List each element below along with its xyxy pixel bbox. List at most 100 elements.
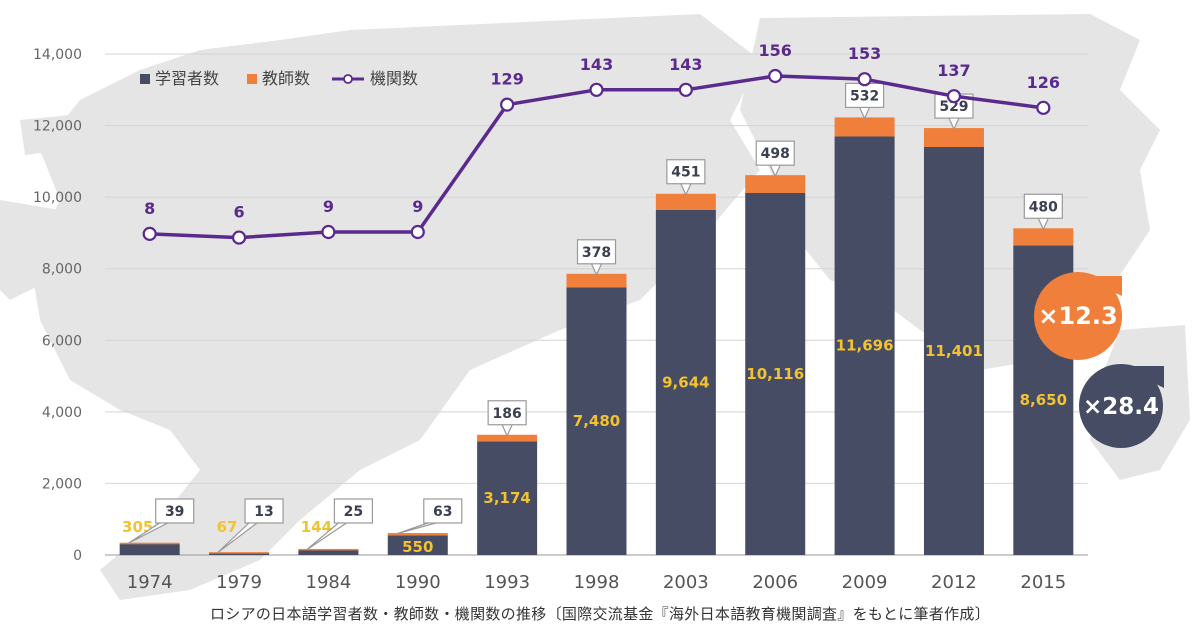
- bar-teachers: [298, 548, 359, 551]
- teachers-callout-tail: [680, 183, 692, 197]
- institutions-label: 9: [323, 197, 334, 216]
- annotation-bubble: [1034, 272, 1122, 360]
- y-tick-label: 0: [73, 548, 82, 564]
- teachers-label: 39: [165, 504, 184, 520]
- legend-label-teachers: 教師数: [262, 69, 310, 88]
- bar-learners: [745, 192, 806, 556]
- y-tick-label: 14,000: [33, 47, 82, 63]
- teachers-callout: [755, 140, 795, 166]
- legend-swatch-learners: [140, 74, 150, 84]
- bar-teachers: [566, 273, 627, 288]
- x-tick-label: 1974: [127, 572, 173, 593]
- teachers-label: 532: [850, 88, 879, 104]
- bar-learners: [655, 209, 716, 555]
- institutions-point: [1036, 100, 1051, 115]
- teachers-callout-tail: [501, 424, 513, 438]
- bar-teachers: [119, 542, 180, 545]
- x-axis: 1974 1979 1984 1990 1993 1998 2003 2006 2009 2012…: [127, 572, 1066, 593]
- bar-teachers: [477, 434, 538, 442]
- y-tick-label: 2,000: [42, 476, 82, 492]
- learners-label: 144: [301, 518, 332, 536]
- learners-label: 7,480: [573, 412, 620, 430]
- institutions-point: [768, 68, 783, 84]
- teachers-callout-tail: [306, 522, 347, 551]
- x-tick-label: 2012: [931, 572, 977, 593]
- learners-label: 67: [217, 518, 238, 536]
- y-tick-label: 12,000: [33, 119, 82, 135]
- annotations: ×12.3 ×28.4: [1034, 272, 1164, 448]
- bar-teachers: [745, 175, 806, 193]
- bar-teachers: [1013, 228, 1074, 246]
- x-tick-label: 1990: [395, 572, 441, 593]
- teachers-callout-tail: [590, 263, 603, 277]
- legend-label-institutions: 機関数: [370, 69, 418, 88]
- teachers-callout: [244, 498, 284, 524]
- bar-learners: [387, 535, 448, 555]
- bar-teachers: [387, 533, 448, 536]
- institutions-label: 126: [1027, 73, 1060, 92]
- teachers-callout-tail: [395, 522, 436, 535]
- institutions-label: 8: [144, 199, 155, 218]
- legend-marker-institutions: [343, 74, 353, 84]
- teachers-callout-tail: [216, 522, 258, 554]
- y-axis: 0 2,000 4,000 6,000 8,000 10,000 12,000 14,000: [33, 47, 82, 564]
- teachers-callout: [666, 159, 706, 185]
- institutions-label: 129: [490, 70, 523, 89]
- bar-learners: [209, 552, 270, 555]
- institutions-label: 6: [233, 203, 244, 222]
- learners-label: 11,401: [925, 342, 983, 360]
- learners-label: 550: [402, 538, 433, 556]
- bar-learners: [477, 441, 538, 555]
- x-tick-label: 1998: [574, 572, 620, 593]
- learners-label: 9,644: [662, 373, 709, 391]
- institutions-point: [678, 82, 693, 97]
- teachers-callout: [1023, 193, 1063, 219]
- teachers-label: 13: [254, 504, 273, 520]
- institutions-point: [589, 82, 604, 97]
- annotation-bubble: [1079, 364, 1163, 448]
- chart-caption: ロシアの日本語学習者数・教師数・機関数の推移〔国際交流基金『海外日本語教育機関調…: [209, 605, 990, 623]
- bars: [119, 117, 1074, 556]
- bar-learners: [923, 147, 984, 555]
- teachers-callout: [487, 400, 527, 426]
- teachers-callout: [576, 239, 617, 265]
- teachers-label: 451: [671, 165, 700, 181]
- y-tick-label: 8,000: [42, 262, 82, 278]
- bar-teachers: [209, 552, 270, 554]
- institutions-point: [946, 89, 962, 104]
- legend-swatch-teachers: [247, 74, 257, 84]
- learners-label: 10,116: [746, 365, 804, 383]
- institutions-label: 137: [937, 61, 970, 80]
- institutions-point: [142, 226, 157, 241]
- teachers-callout-tail: [859, 107, 871, 120]
- bar-teachers: [923, 128, 984, 148]
- teachers-label: 186: [493, 406, 522, 422]
- institutions-point: [410, 224, 425, 240]
- institutions-label: 9: [412, 197, 423, 216]
- x-tick-label: 2003: [663, 572, 709, 593]
- x-tick-label: 1984: [306, 572, 352, 593]
- teachers-callout-tail: [1037, 218, 1049, 231]
- x-tick-label: 2006: [752, 572, 798, 593]
- teachers-label: 480: [1029, 199, 1058, 215]
- y-tick-label: 4,000: [42, 405, 82, 421]
- teachers-label: 25: [344, 504, 363, 520]
- x-tick-label: 1979: [216, 572, 262, 593]
- institutions-label: 143: [580, 55, 613, 74]
- legend-label-learners: 学習者数: [155, 69, 219, 88]
- legend: 学習者数 教師数 機関数: [140, 69, 418, 88]
- line-series: 8 6 9 9 129 143 143 156 153 137 126: [142, 41, 1060, 245]
- bar-learners: [834, 136, 895, 555]
- teachers-callout: [333, 498, 374, 524]
- bar-learners: [298, 549, 359, 555]
- bar-learners: [119, 544, 180, 555]
- x-tick-label: 2015: [1020, 572, 1066, 593]
- institutions-label: 143: [669, 55, 702, 74]
- institutions-label: 156: [759, 41, 792, 60]
- x-tick-label: 2009: [842, 572, 888, 593]
- bar-learners: [566, 287, 627, 555]
- teachers-callout-tail: [769, 164, 781, 178]
- annotation-text: ×12.3: [1038, 302, 1117, 330]
